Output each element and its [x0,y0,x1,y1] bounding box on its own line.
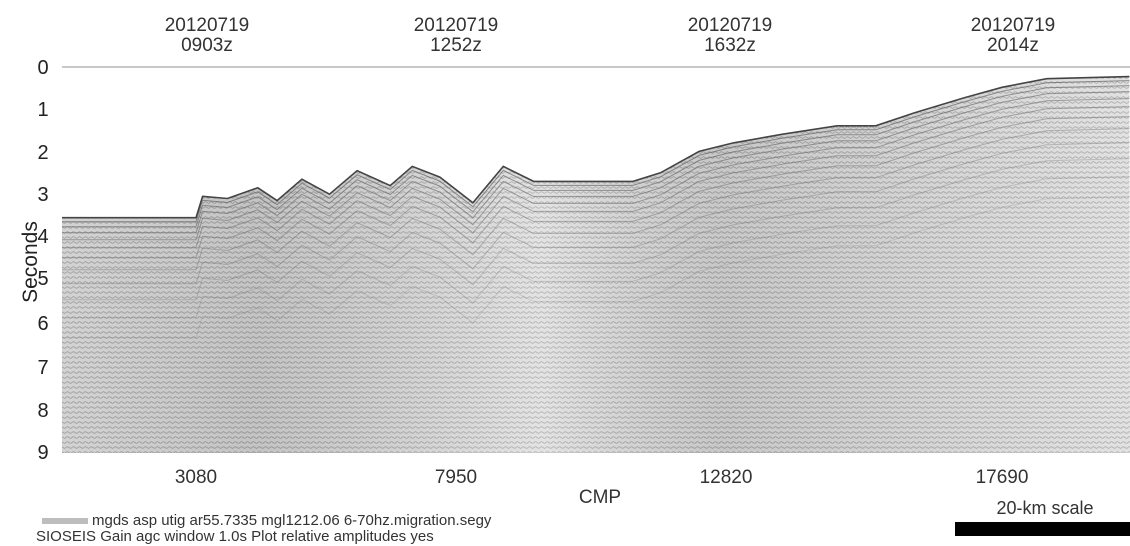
reflector-line [62,142,1130,285]
x-axis-label: CMP [578,487,622,508]
footer-line-1-text: mgds asp utig ar55.7335 mgl1212.06 6-70h… [92,512,492,529]
time-label-2: 20120719 1252z [396,16,516,56]
reflector-line [62,106,1130,249]
time-label-1: 20120719 0903z [147,16,267,56]
reflector-line [62,80,1130,223]
y-tick-9: 9 [37,442,49,464]
reflector-line [62,128,1130,271]
time-label-4-date: 20120719 [970,15,1056,36]
y-tick-7: 7 [37,357,49,379]
time-label-4-time: 2014z [987,35,1039,56]
time-label-1-time: 0903z [181,35,233,56]
time-label-3: 20120719 1632z [670,16,790,56]
time-label-3-time: 1632z [704,35,756,56]
footer-logo-mark [42,518,88,525]
y-tick-0: 0 [37,57,49,79]
y-tick-4: 4 [37,226,49,248]
time-label-3-date: 20120719 [687,15,773,36]
x-tick-17690: 17690 [975,467,1029,488]
time-label-1-date: 20120719 [164,15,250,36]
y-tick-5: 5 [37,268,49,290]
x-tick-7950: 7950 [434,467,478,488]
time-label-2-time: 1252z [430,35,482,56]
x-tick-3080: 3080 [174,467,218,488]
section-shading [62,76,1130,453]
reflector-line [62,176,1130,319]
scale-bar-label: 20-km scale [996,498,1094,518]
seafloor-reflector [62,75,1130,219]
y-tick-8: 8 [37,400,49,422]
footer-line-2: SIOSEIS Gain agc window 1.0s Plot relati… [36,528,434,545]
footer-line-1: mgds asp utig ar55.7335 mgl1212.06 6-70h… [42,512,491,529]
reflector-line [62,98,1130,241]
reflector-line [62,158,1130,301]
scale-bar [955,522,1130,536]
reflector-line [62,91,1130,234]
reflector-line [62,116,1130,259]
y-tick-3: 3 [37,184,49,206]
reflector-group [62,80,1130,339]
reflector-line [62,85,1130,228]
y-tick-1: 1 [37,99,49,121]
reflector-line [62,196,1130,339]
y-tick-2: 2 [37,142,49,164]
time-label-4: 20120719 2014z [953,16,1073,56]
x-tick-12820: 12820 [699,467,753,488]
time-label-2-date: 20120719 [413,15,499,36]
y-tick-6: 6 [37,313,49,335]
